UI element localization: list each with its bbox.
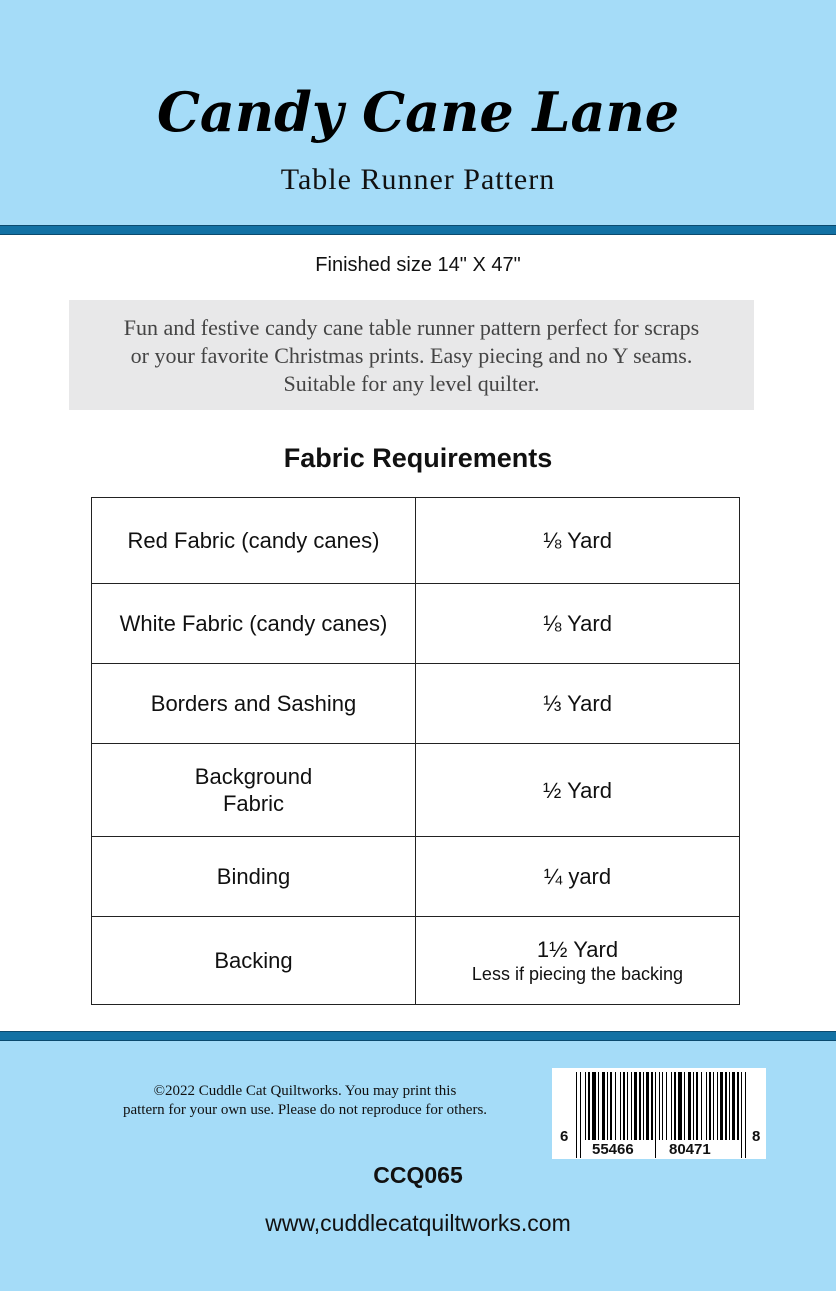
fabric-amount: ½ Yard [415, 743, 740, 837]
page-title: Candy Cane Lane [156, 80, 680, 144]
barcode-bars [576, 1072, 746, 1158]
product-code: CCQ065 [373, 1162, 463, 1188]
barcode-bar [576, 1072, 577, 1158]
barcode-bar [585, 1072, 586, 1140]
barcode-bar [717, 1072, 718, 1140]
barcode-bar [725, 1072, 727, 1140]
barcode-bar [693, 1072, 694, 1140]
barcode-bar [598, 1072, 599, 1140]
copyright-line: pattern for your own use. Please do not … [122, 1102, 488, 1118]
fabric-table: Red Fabric (candy canes) ⅛ Yard White Fab… [91, 497, 740, 1005]
description-line: Suitable for any level quilter. [283, 371, 540, 396]
barcode-bar [674, 1072, 676, 1140]
barcode-bar [706, 1072, 707, 1140]
fabric-amount: ⅛ Yard [415, 583, 740, 664]
fabric-item-line: Fabric [222, 791, 285, 816]
barcode-bar [627, 1072, 628, 1140]
barcode-bar [580, 1072, 581, 1158]
fabric-item: Borders and Sashing [91, 663, 416, 744]
barcode-digit: 6 [558, 1128, 571, 1145]
description-box: Fun and festive candy cane table runner … [69, 300, 754, 410]
barcode-bar [729, 1072, 730, 1140]
barcode-bar [607, 1072, 608, 1140]
barcode-bar [615, 1072, 616, 1140]
table-row: Binding ¼ yard [91, 836, 740, 917]
table-row: Background Fabric ½ Yard [91, 743, 740, 837]
table-row: Red Fabric (candy canes) ⅛ Yard [91, 497, 740, 584]
barcode-bar [737, 1072, 739, 1140]
barcode-bar [701, 1072, 702, 1140]
barcode-bar [643, 1072, 644, 1140]
barcode-bar [666, 1072, 667, 1140]
barcode-bar [684, 1072, 685, 1140]
fabric-amount: 1½ Yard [536, 937, 619, 962]
fabric-amount: ⅛ Yard [415, 497, 740, 584]
website-link[interactable]: www,cuddlecatquiltworks.com [265, 1210, 571, 1236]
table-row: White Fabric (candy canes) ⅛ Yard [91, 583, 740, 664]
barcode-bar [588, 1072, 590, 1140]
finished-size: Finished size 14" X 47" [315, 254, 521, 276]
fabric-amount: ¼ yard [415, 836, 740, 917]
barcode-bar [646, 1072, 649, 1140]
footer-divider [0, 1031, 836, 1041]
barcode-bar [709, 1072, 711, 1140]
page-subtitle: Table Runner Pattern [280, 163, 556, 196]
barcode-bar [634, 1072, 637, 1140]
barcode-bar [659, 1072, 660, 1140]
barcode-bar [696, 1072, 698, 1140]
fabric-heading: Fabric Requirements [283, 443, 553, 473]
barcode-bar [720, 1072, 723, 1140]
fabric-note: Less if piecing the backing [471, 964, 684, 984]
barcode-bar [651, 1072, 653, 1140]
barcode-bar [620, 1072, 621, 1140]
fabric-amount-cell: 1½ Yard Less if piecing the backing [415, 916, 740, 1005]
barcode-bar [741, 1072, 742, 1158]
barcode-bar [662, 1072, 663, 1140]
barcode-bar [655, 1072, 656, 1158]
barcode-bar [631, 1072, 632, 1140]
barcode-bar [732, 1072, 735, 1140]
table-row: Borders and Sashing ⅓ Yard [91, 663, 740, 744]
fabric-item: Background Fabric [91, 743, 416, 837]
barcode-bar [671, 1072, 672, 1140]
barcode-digits: 80471 [667, 1141, 713, 1158]
barcode-bar [602, 1072, 605, 1140]
fabric-item: White Fabric (candy canes) [91, 583, 416, 664]
barcode-digit: 8 [750, 1128, 763, 1145]
barcode: 6 55466 80471 8 [552, 1068, 766, 1159]
barcode-bar [610, 1072, 612, 1140]
barcode-bar [623, 1072, 625, 1140]
description-line: or your favorite Christmas prints. Easy … [130, 343, 693, 368]
barcode-bar [639, 1072, 641, 1140]
description-line: Fun and festive candy cane table runner … [123, 315, 700, 340]
barcode-bar [592, 1072, 596, 1140]
header-divider [0, 225, 836, 235]
fabric-item: Binding [91, 836, 416, 917]
fabric-item: Red Fabric (candy canes) [91, 497, 416, 584]
copyright: ©2022 Cuddle Cat Quiltworks. You may pri… [95, 1082, 515, 1120]
fabric-item: Backing [91, 916, 416, 1005]
barcode-bar [745, 1072, 746, 1158]
table-row: Backing 1½ Yard Less if piecing the backin… [91, 916, 740, 1005]
copyright-line: ©2022 Cuddle Cat Quiltworks. You may pri… [153, 1083, 457, 1099]
barcode-bar [678, 1072, 682, 1140]
header [0, 0, 836, 226]
barcode-bar [688, 1072, 691, 1140]
barcode-digits: 55466 [590, 1141, 636, 1158]
fabric-amount: ⅓ Yard [415, 663, 740, 744]
barcode-bar [713, 1072, 714, 1140]
fabric-item-line: Background [194, 764, 313, 789]
